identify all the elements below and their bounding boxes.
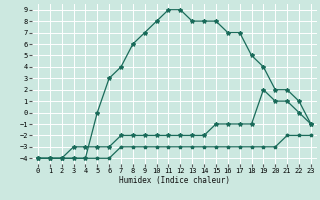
X-axis label: Humidex (Indice chaleur): Humidex (Indice chaleur) (119, 176, 230, 185)
